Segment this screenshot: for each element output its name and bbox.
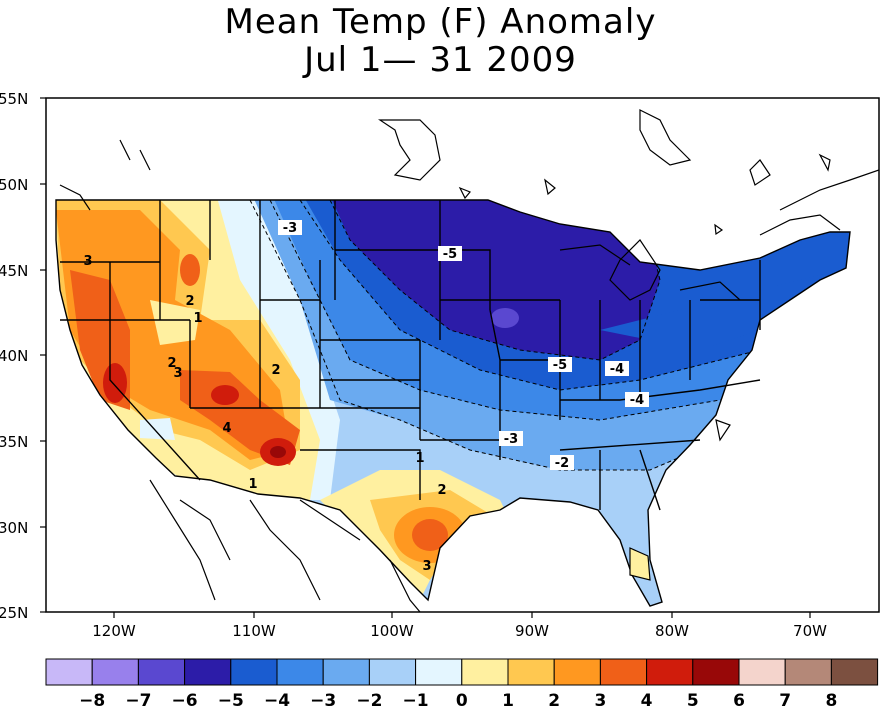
lon-label: 110W — [232, 622, 276, 640]
colorbar-tick-label: −1 — [403, 691, 429, 711]
colorbar-tick-label: 5 — [687, 691, 699, 711]
lat-label: 30N — [0, 519, 28, 537]
colorbar-tick-label: −5 — [218, 691, 244, 711]
contour-label: -4 — [610, 362, 624, 377]
map-title-line-1: Mean Temp (F) Anomaly — [224, 2, 657, 42]
colorbar-swatch — [276, 658, 324, 686]
colorbar-tick-label: −2 — [356, 691, 382, 711]
tick-marks — [40, 97, 811, 618]
contour-label: 3 — [422, 559, 431, 574]
colorbar-tick-label: −6 — [172, 691, 198, 711]
colorbar-tick-label: 4 — [641, 691, 653, 711]
lon-label: 70W — [793, 622, 827, 640]
lon-label: 90W — [515, 622, 549, 640]
lat-label: 55N — [0, 90, 28, 108]
contour-label-box — [499, 431, 523, 446]
contour-label: 3 — [173, 366, 182, 381]
colorbar-tick-label: −8 — [79, 691, 105, 711]
lon-label: 120W — [92, 622, 136, 640]
longitude-labels: 120W 110W 100W 90W 80W 70W — [92, 622, 827, 640]
colorbar-swatch — [692, 658, 740, 686]
colorbar-swatch — [646, 658, 694, 686]
contour-label-box — [605, 361, 629, 376]
contour-label-box — [625, 392, 649, 407]
colorbar-swatch — [91, 658, 139, 686]
state-borders — [55, 199, 851, 607]
colorbar-tick-label: −4 — [264, 691, 290, 711]
colorbar-swatch — [184, 658, 232, 686]
lat-label: 50N — [0, 176, 28, 194]
colorbar-swatch — [230, 658, 278, 686]
contour-label: -2 — [555, 456, 569, 471]
colorbar-tick-label: 1 — [502, 691, 514, 711]
colorbar-swatch — [507, 658, 555, 686]
lat-label: 45N — [0, 262, 28, 280]
latitude-labels: 55N 50N 45N 40N 35N 30N 25N — [0, 90, 28, 622]
colorbar-swatch — [137, 658, 186, 686]
lat-label: 25N — [0, 604, 28, 622]
contour-label: 2 — [167, 356, 176, 371]
colorbar-swatch — [322, 658, 370, 686]
contour-label-box — [278, 220, 302, 235]
colorbar-swatch — [738, 658, 786, 686]
colorbar-swatch — [461, 658, 509, 686]
contour-label: -4 — [630, 393, 644, 408]
contour-label-box — [438, 246, 462, 261]
contour-label: -3 — [283, 221, 297, 236]
contour-label: 3 — [83, 254, 92, 269]
map-title-line-2: Jul 1— 31 2009 — [304, 40, 577, 80]
colorbar-tick-label: −3 — [310, 691, 336, 711]
colorbar-swatch — [415, 658, 463, 686]
colorbar-swatch — [553, 658, 601, 686]
contour-label: 1 — [415, 451, 424, 466]
contour-label: -3 — [504, 432, 518, 447]
colorbar-swatch — [45, 658, 93, 686]
lat-label: 35N — [0, 433, 28, 451]
coastlines — [59, 109, 879, 612]
lon-label: 100W — [370, 622, 414, 640]
colorbar-swatch — [784, 658, 832, 686]
contour-label-box — [548, 357, 572, 372]
colorbar-tick-label: 3 — [594, 691, 606, 711]
colorbar-swatch — [368, 658, 417, 686]
colorbar-tick-label: 7 — [779, 691, 791, 711]
colorbar-tick-label: 2 — [548, 691, 560, 711]
contour-label: 2 — [271, 363, 280, 378]
contour-label: 1 — [193, 311, 202, 326]
colorbar-tick-label: 6 — [733, 691, 745, 711]
colorbar-swatch — [830, 658, 879, 686]
lon-label: 80W — [655, 622, 689, 640]
contour-label: 2 — [437, 483, 446, 498]
contour-label: -5 — [443, 247, 457, 262]
contour-label: -5 — [553, 358, 567, 373]
colorbar-swatch — [599, 658, 648, 686]
colorbar-tick-label: 0 — [456, 691, 468, 711]
contour-label: 4 — [222, 421, 231, 436]
colorbar-tick-label: −7 — [125, 691, 151, 711]
contour-label: 1 — [248, 477, 257, 492]
lat-label: 40N — [0, 347, 28, 365]
colorbar: −8 −7 −6 −5 −4 −3 −2 −1 0 1 2 3 4 5 6 7 8 — [45, 658, 879, 711]
colorbar-tick-label: 8 — [825, 691, 837, 711]
contour-label: 2 — [185, 294, 194, 309]
contour-label-box — [550, 455, 574, 470]
